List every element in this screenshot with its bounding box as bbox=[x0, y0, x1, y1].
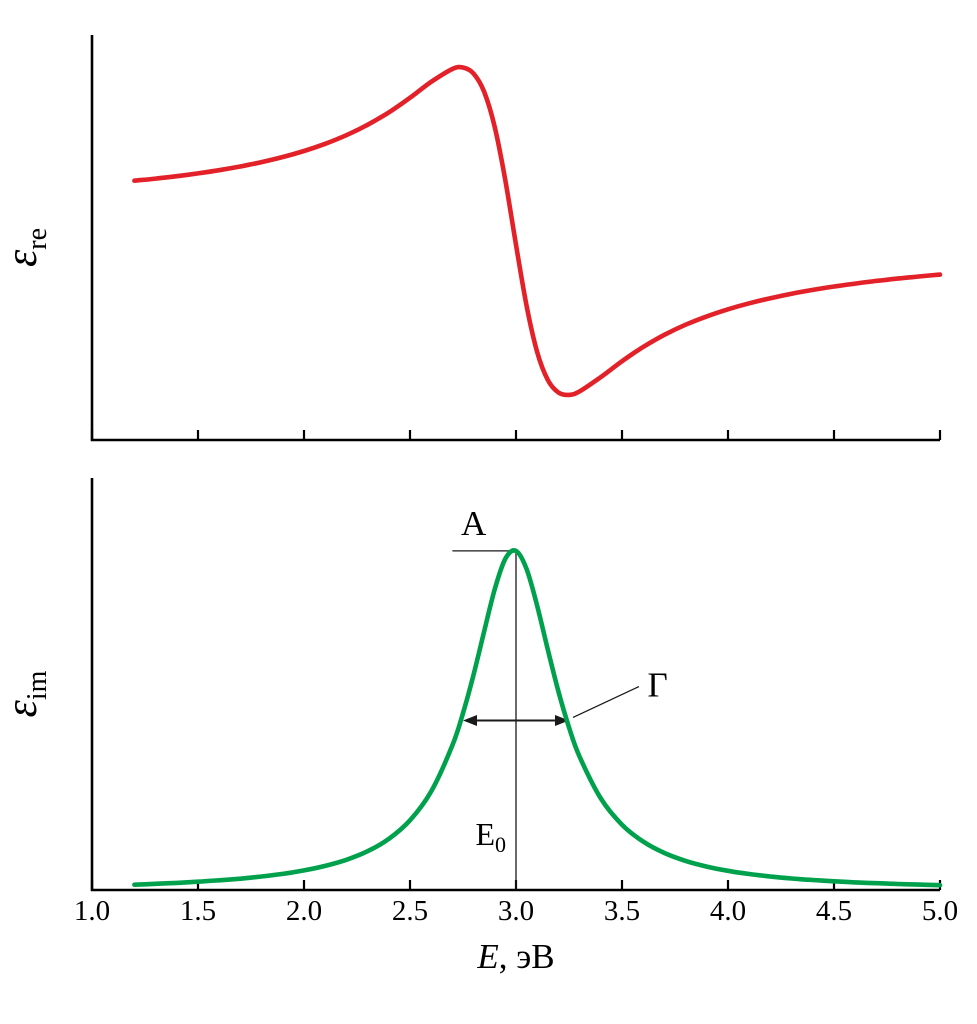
x-tick-label: 3.5 bbox=[604, 895, 640, 927]
epsilon-re-curve bbox=[132, 64, 943, 398]
x-tick-label: 3.0 bbox=[498, 895, 534, 927]
x-tick-label: 5.0 bbox=[922, 895, 958, 927]
x-tick-label: 1.5 bbox=[180, 895, 216, 927]
center-energy-label: E0 bbox=[475, 816, 506, 857]
x-axis-label: E, эВ bbox=[476, 937, 554, 976]
x-tick-label: 1.0 bbox=[74, 895, 110, 927]
x-tick-label: 2.5 bbox=[392, 895, 428, 927]
gamma-pointer-line bbox=[572, 685, 640, 719]
fwhm-arrowhead-right bbox=[555, 714, 569, 726]
y-axis-label-im: εim bbox=[0, 670, 53, 717]
x-tick-label: 4.0 bbox=[710, 895, 746, 927]
epsilon-im-curve bbox=[132, 548, 943, 888]
x-tick-label: 2.0 bbox=[286, 895, 322, 927]
gamma-label: Γ bbox=[647, 666, 667, 705]
top-plot bbox=[90, 35, 943, 442]
y-axis-label-re: εre bbox=[0, 228, 53, 267]
bottom-plot: 1.0 1.5 2.0 2.5 3.0 3.5 4.0 4.5 5.0 A Γ E0 bbox=[74, 478, 958, 927]
fwhm-arrowhead-left bbox=[463, 714, 477, 726]
amplitude-label: A bbox=[461, 504, 487, 543]
x-tick-label: 4.5 bbox=[816, 895, 852, 927]
